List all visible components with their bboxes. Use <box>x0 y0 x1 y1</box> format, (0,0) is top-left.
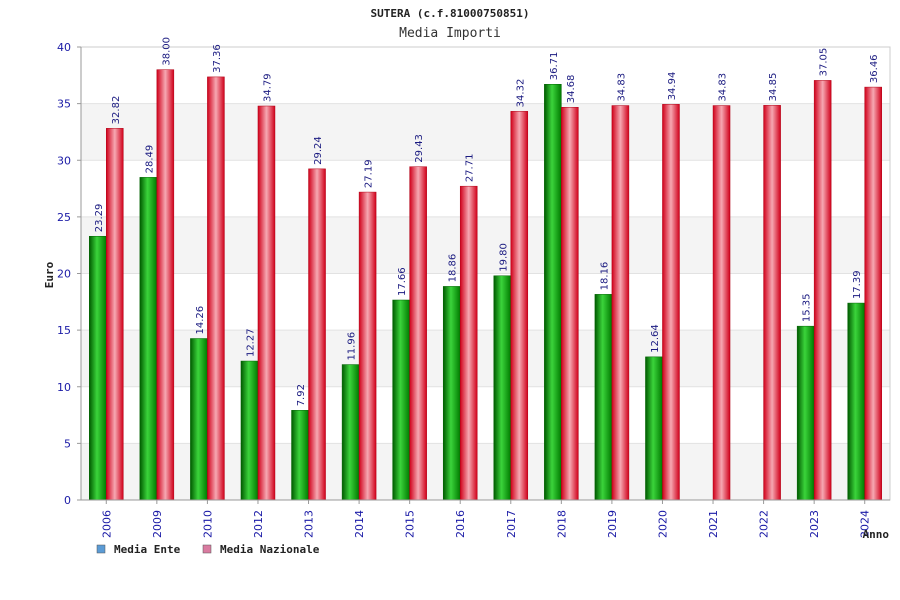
bar-media-ente-2019 <box>594 294 613 501</box>
data-label: 36.46 <box>869 54 880 83</box>
y-tick-label: 20 <box>57 268 71 281</box>
data-label: 27.71 <box>465 154 476 183</box>
data-label: 14.26 <box>195 306 206 335</box>
x-tick-label: 2020 <box>656 510 669 538</box>
data-label: 7.92 <box>296 384 307 406</box>
y-tick-label: 30 <box>57 154 71 167</box>
data-label: 34.85 <box>768 73 779 102</box>
bar-media-nazionale-2017 <box>510 111 529 501</box>
bar-media-nazionale-2016 <box>459 185 478 501</box>
bar-media-ente-2006 <box>89 235 107 501</box>
bar-media-nazionale-2014 <box>358 191 377 501</box>
x-tick-label: 2006 <box>100 510 113 538</box>
x-tick-label: 2023 <box>808 510 821 538</box>
data-label: 34.68 <box>566 75 577 104</box>
data-label: 12.64 <box>650 324 661 353</box>
x-tick-label: 2018 <box>555 510 568 538</box>
legend-label-media-nazionale: Media Nazionale <box>220 543 320 556</box>
data-label: 11.96 <box>347 332 358 361</box>
bar-media-ente-2015 <box>392 299 410 501</box>
x-tick-label: 2021 <box>707 510 720 538</box>
bar-media-nazionale-2021 <box>712 105 731 501</box>
bar-media-ente-2023 <box>796 325 815 501</box>
data-label: 29.24 <box>313 136 324 165</box>
bar-media-ente-2010 <box>190 338 208 501</box>
y-axis: 0 5 10 15 20 25 30 35 40 <box>57 41 82 507</box>
bar-media-ente-2018 <box>544 84 562 501</box>
x-tick-label: 2022 <box>758 510 771 538</box>
bar-media-nazionale-2023 <box>813 80 832 501</box>
bar-media-nazionale-2009 <box>156 69 175 501</box>
x-tick-label: 2012 <box>252 510 265 538</box>
bars: 23.29 32.82 28.49 38.00 14.26 37.36 12.27 34.79… <box>89 37 882 501</box>
data-label: 18.86 <box>448 254 459 283</box>
y-tick-label: 40 <box>57 41 71 54</box>
data-label: 17.39 <box>852 270 863 299</box>
bar-media-nazionale-2015 <box>409 166 427 501</box>
data-label: 23.29 <box>94 204 105 233</box>
bar-media-nazionale-2012 <box>257 105 276 501</box>
chart-subtitle: Media Importi <box>399 26 501 41</box>
data-label: 29.43 <box>414 134 425 163</box>
data-label: 36.71 <box>549 52 560 81</box>
y-axis-title: Euro <box>43 261 56 288</box>
y-tick-label: 5 <box>64 437 71 450</box>
bar-media-nazionale-2024 <box>864 86 882 501</box>
data-label: 37.05 <box>819 48 830 77</box>
bar-media-nazionale-2020 <box>662 104 680 501</box>
y-tick-label: 35 <box>57 98 71 111</box>
data-label: 15.35 <box>802 294 813 323</box>
x-axis-title: Anno <box>863 528 890 541</box>
data-label: 38.00 <box>161 37 172 66</box>
x-tick-label: 2009 <box>151 510 164 538</box>
x-tick-label: 2013 <box>303 510 316 538</box>
x-tick-label: 2014 <box>353 510 366 538</box>
x-tick-label: 2019 <box>606 510 619 538</box>
bar-media-nazionale-2018 <box>561 106 579 501</box>
bar-media-nazionale-2022 <box>763 105 781 501</box>
bar-media-ente-2020 <box>645 356 663 501</box>
x-axis: 2006 2009 2010 2012 2013 2014 2015 2016 2017 2018… <box>81 499 890 538</box>
legend-label-media-ente: Media Ente <box>114 543 181 556</box>
x-tick-label: 2016 <box>454 510 467 538</box>
data-label: 17.66 <box>397 267 408 296</box>
bar-media-nazionale-2019 <box>611 105 630 501</box>
x-tick-label: 2017 <box>505 510 518 538</box>
data-label: 34.83 <box>616 73 627 102</box>
x-tick-label: 2024 <box>859 510 872 538</box>
data-label: 37.36 <box>212 44 223 73</box>
bar-media-ente-2014 <box>341 364 360 501</box>
data-label: 27.19 <box>364 159 375 188</box>
y-tick-label: 0 <box>64 494 71 507</box>
legend: Media Ente Media Nazionale <box>96 543 320 556</box>
y-tick-label: 15 <box>57 324 71 337</box>
bar-media-ente-2024 <box>847 302 865 501</box>
data-label: 28.49 <box>144 145 155 174</box>
bar-media-nazionale-2010 <box>207 76 225 501</box>
y-tick-label: 10 <box>57 381 71 394</box>
data-label: 34.83 <box>718 73 729 102</box>
x-tick-label: 2015 <box>404 510 417 538</box>
bar-media-nazionale-2013 <box>308 168 326 501</box>
legend-swatch-media-ente <box>96 544 106 554</box>
bar-media-nazionale-2006 <box>106 128 124 501</box>
x-tick-label: 2010 <box>201 510 214 538</box>
data-label: 34.79 <box>262 73 273 102</box>
bar-media-ente-2016 <box>442 286 461 501</box>
bar-media-ente-2017 <box>493 275 512 501</box>
data-label: 18.16 <box>599 262 610 291</box>
y-tick-label: 25 <box>57 211 71 224</box>
bar-media-ente-2012 <box>240 360 259 501</box>
bar-media-ente-2013 <box>291 410 309 501</box>
data-label: 32.82 <box>111 96 122 125</box>
legend-swatch-media-nazionale <box>202 544 212 554</box>
data-label: 19.80 <box>498 243 509 272</box>
data-label: 34.32 <box>515 79 526 108</box>
bar-media-ente-2009 <box>139 177 158 501</box>
data-label: 34.94 <box>667 72 678 101</box>
chart-title: SUTERA (c.f.81000750851) <box>371 7 530 20</box>
data-label: 12.27 <box>245 328 256 357</box>
